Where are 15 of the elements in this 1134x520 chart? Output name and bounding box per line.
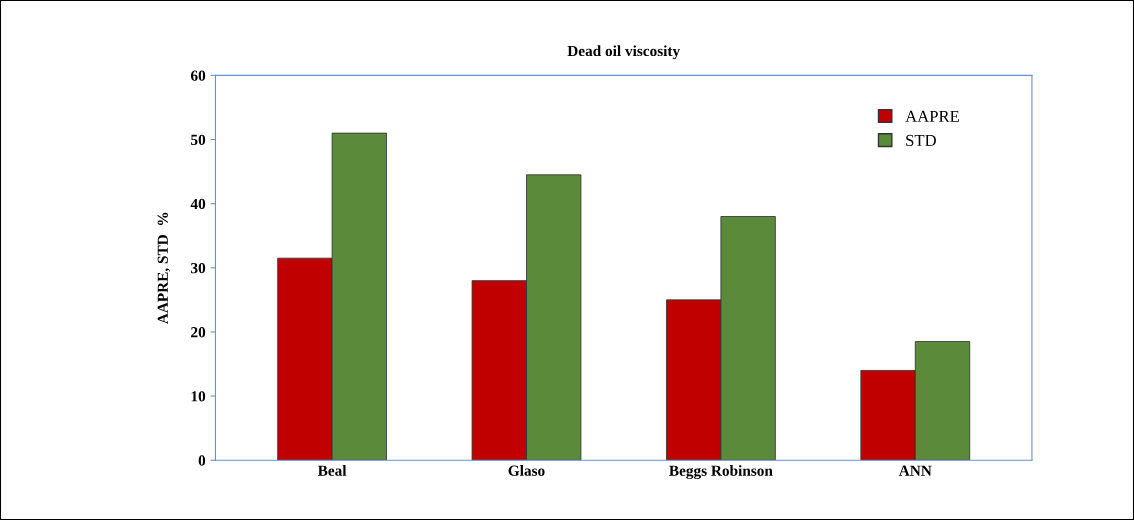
y-tick-label: 0 bbox=[198, 455, 206, 466]
legend-label: STD bbox=[906, 134, 936, 147]
y-tick-label: 10 bbox=[191, 391, 206, 402]
y-axis-title: AAPRE, STD % bbox=[157, 212, 171, 325]
legend-label: AAPRE bbox=[905, 110, 959, 122]
x-tick-label: Glaso bbox=[508, 465, 545, 476]
y-tick-label: 50 bbox=[191, 134, 206, 145]
y-tick-label: 60 bbox=[190, 70, 206, 81]
y-tick-label: 20 bbox=[191, 327, 206, 338]
x-tick-label: Beggs Robinson bbox=[669, 465, 773, 480]
x-tick-label: Beal bbox=[317, 465, 347, 476]
x-tick-label: ANN bbox=[898, 465, 932, 476]
chart-title: Dead oil viscosity bbox=[567, 45, 680, 60]
y-tick-label: 30 bbox=[191, 262, 206, 274]
y-tick-label: 40 bbox=[190, 198, 206, 210]
